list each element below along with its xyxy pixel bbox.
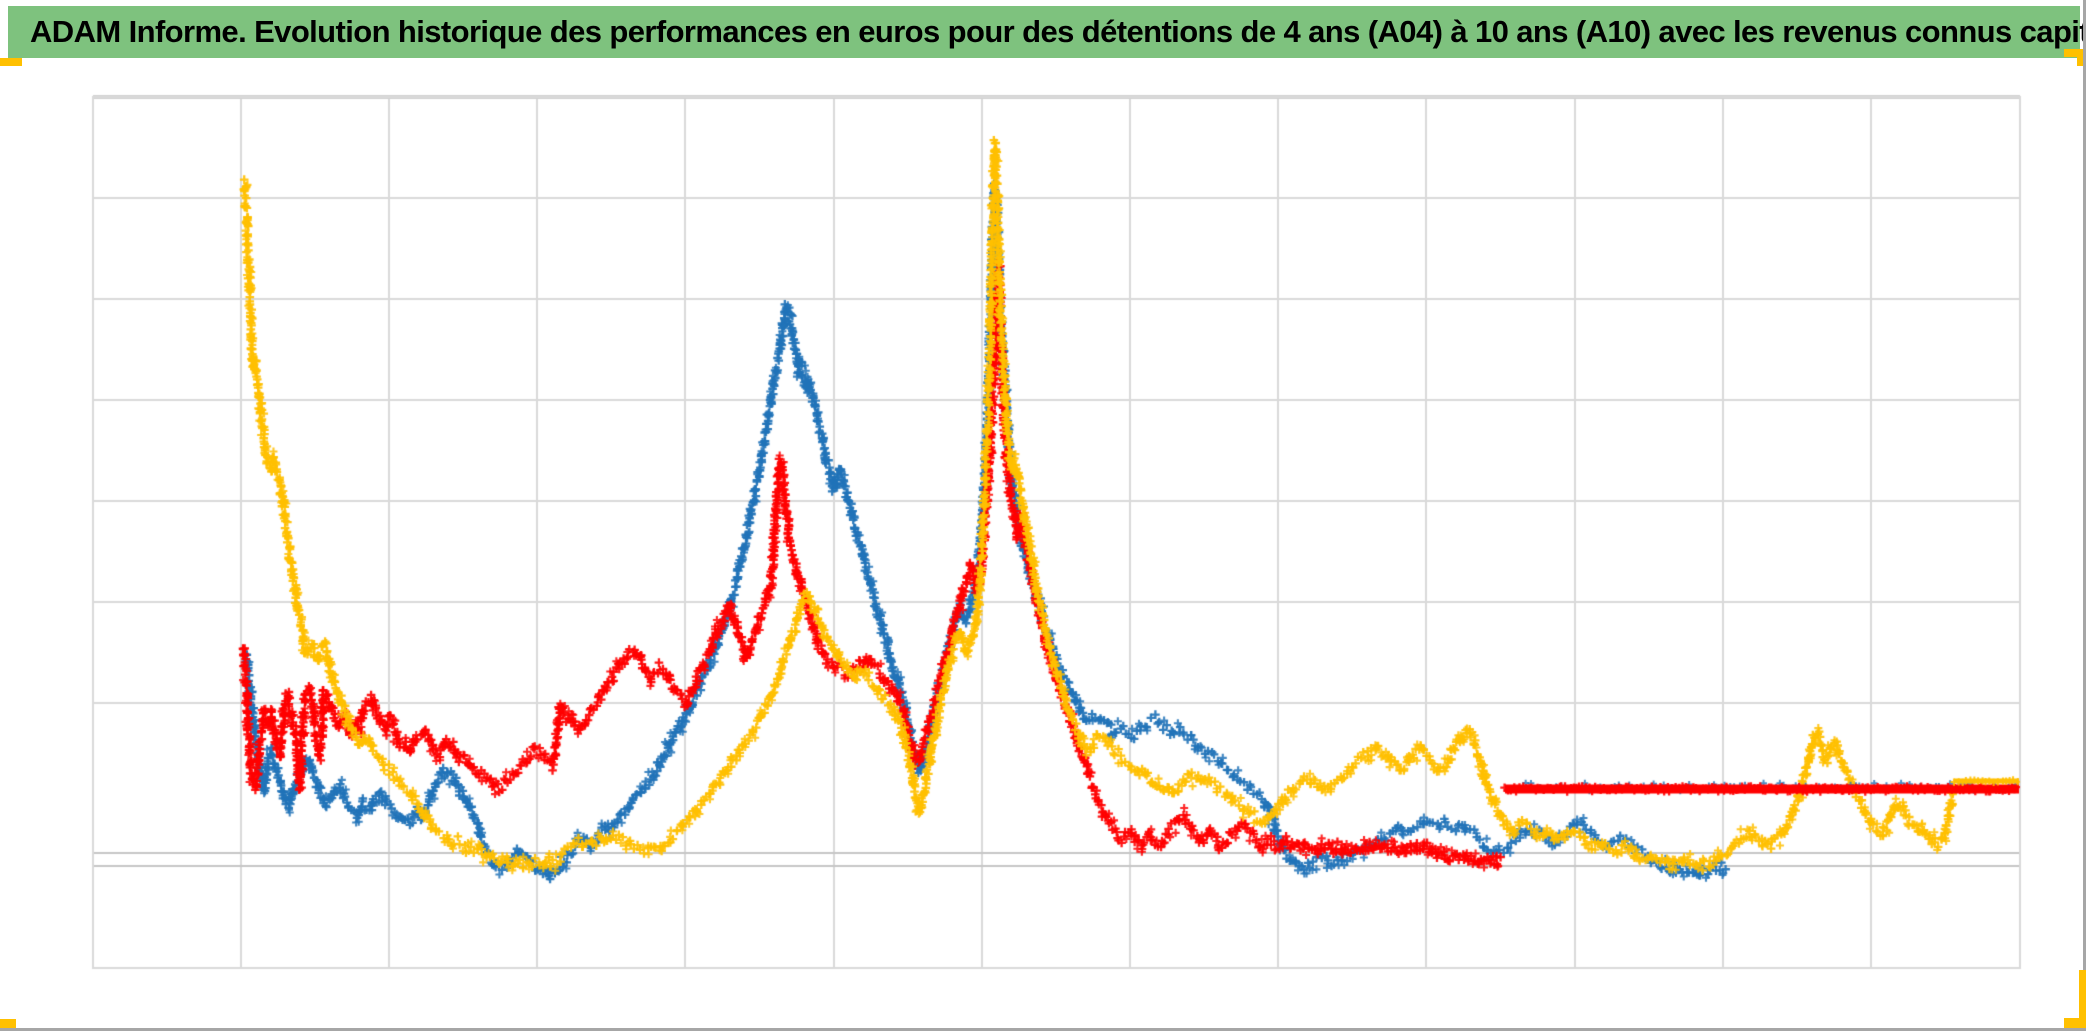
frame-line-right <box>2083 0 2086 970</box>
accent-corner-bottom-right-horizontal <box>2064 1018 2086 1029</box>
accent-square-bottom-left <box>0 1019 16 1029</box>
accent-corner-top-right-vertical <box>2077 49 2086 66</box>
accent-corner-bottom-right-vertical <box>2079 970 2086 1022</box>
page-title: ADAM Informe. Evolution historique des p… <box>30 14 2086 49</box>
accent-bar-top-left <box>0 58 22 66</box>
accent-corner-top-right-horizontal <box>2064 49 2086 57</box>
title-banner: ADAM Informe. Evolution historique des p… <box>8 6 2086 58</box>
frame-line-bottom <box>0 1028 2086 1031</box>
